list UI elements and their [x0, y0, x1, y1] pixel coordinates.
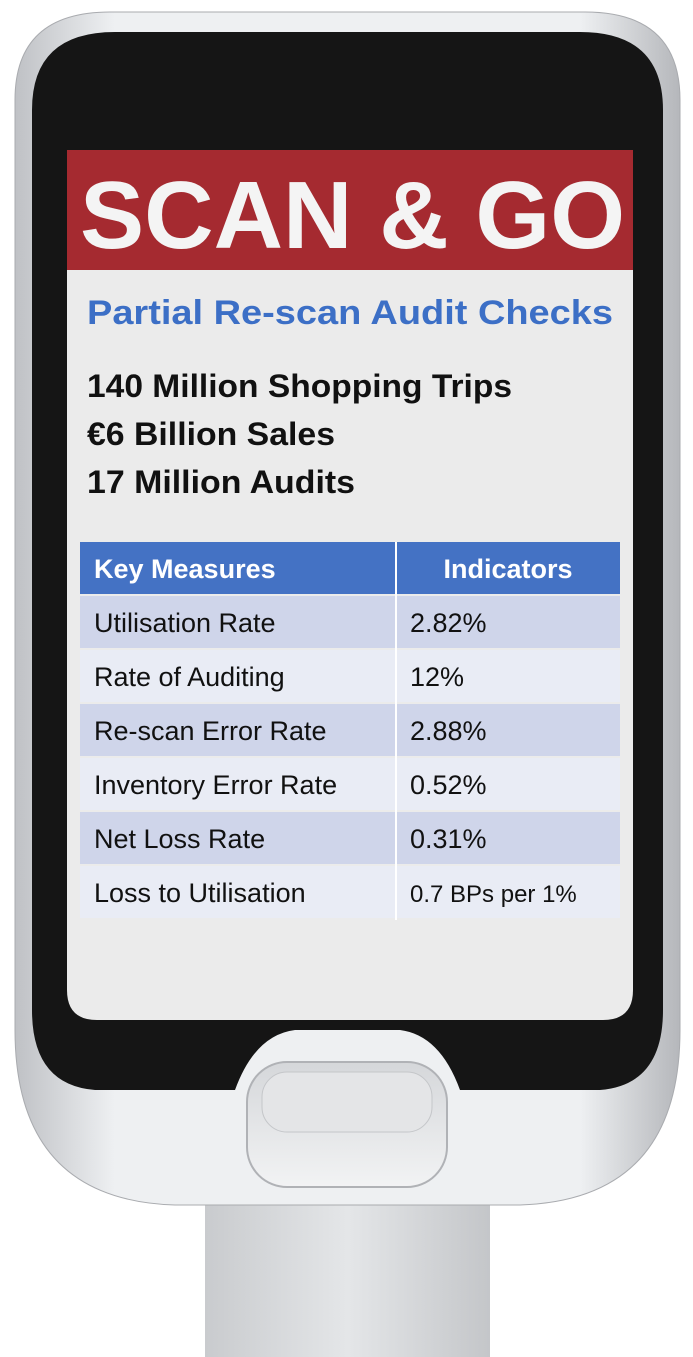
stat-line: 140 Million Shopping Trips — [87, 368, 512, 404]
table-row — [80, 812, 620, 864]
table-row — [80, 704, 620, 756]
table-cell: 0.31% — [410, 824, 487, 854]
table-cell: Loss to Utilisation — [94, 878, 306, 908]
title: SCAN & GO — [80, 162, 625, 269]
stat-line: €6 Billion Sales — [87, 416, 335, 452]
subtitle: Partial Re-scan Audit Checks — [87, 294, 613, 332]
stat-line: 17 Million Audits — [87, 464, 355, 500]
table-cell: 0.7 BPs per 1% — [410, 881, 577, 908]
table-header — [80, 542, 620, 594]
column-header: Key Measures — [94, 554, 276, 584]
table-cell: Utilisation Rate — [94, 608, 276, 638]
title-banner — [67, 150, 633, 270]
table-row — [80, 650, 620, 702]
trigger-top — [261, 1071, 433, 1133]
table-cell: Rate of Auditing — [94, 662, 285, 692]
table-cell: 2.82% — [410, 608, 487, 638]
table-cell: Re-scan Error Rate — [94, 716, 327, 746]
table-cell: Inventory Error Rate — [94, 770, 337, 800]
table-cell: 2.88% — [410, 716, 487, 746]
table-row — [80, 758, 620, 810]
table-cell: Net Loss Rate — [94, 824, 265, 854]
table-row — [80, 866, 620, 918]
column-header: Indicators — [443, 554, 572, 584]
table-row — [80, 596, 620, 648]
table-cell: 0.52% — [410, 770, 487, 800]
table-cell: 12% — [410, 662, 464, 692]
